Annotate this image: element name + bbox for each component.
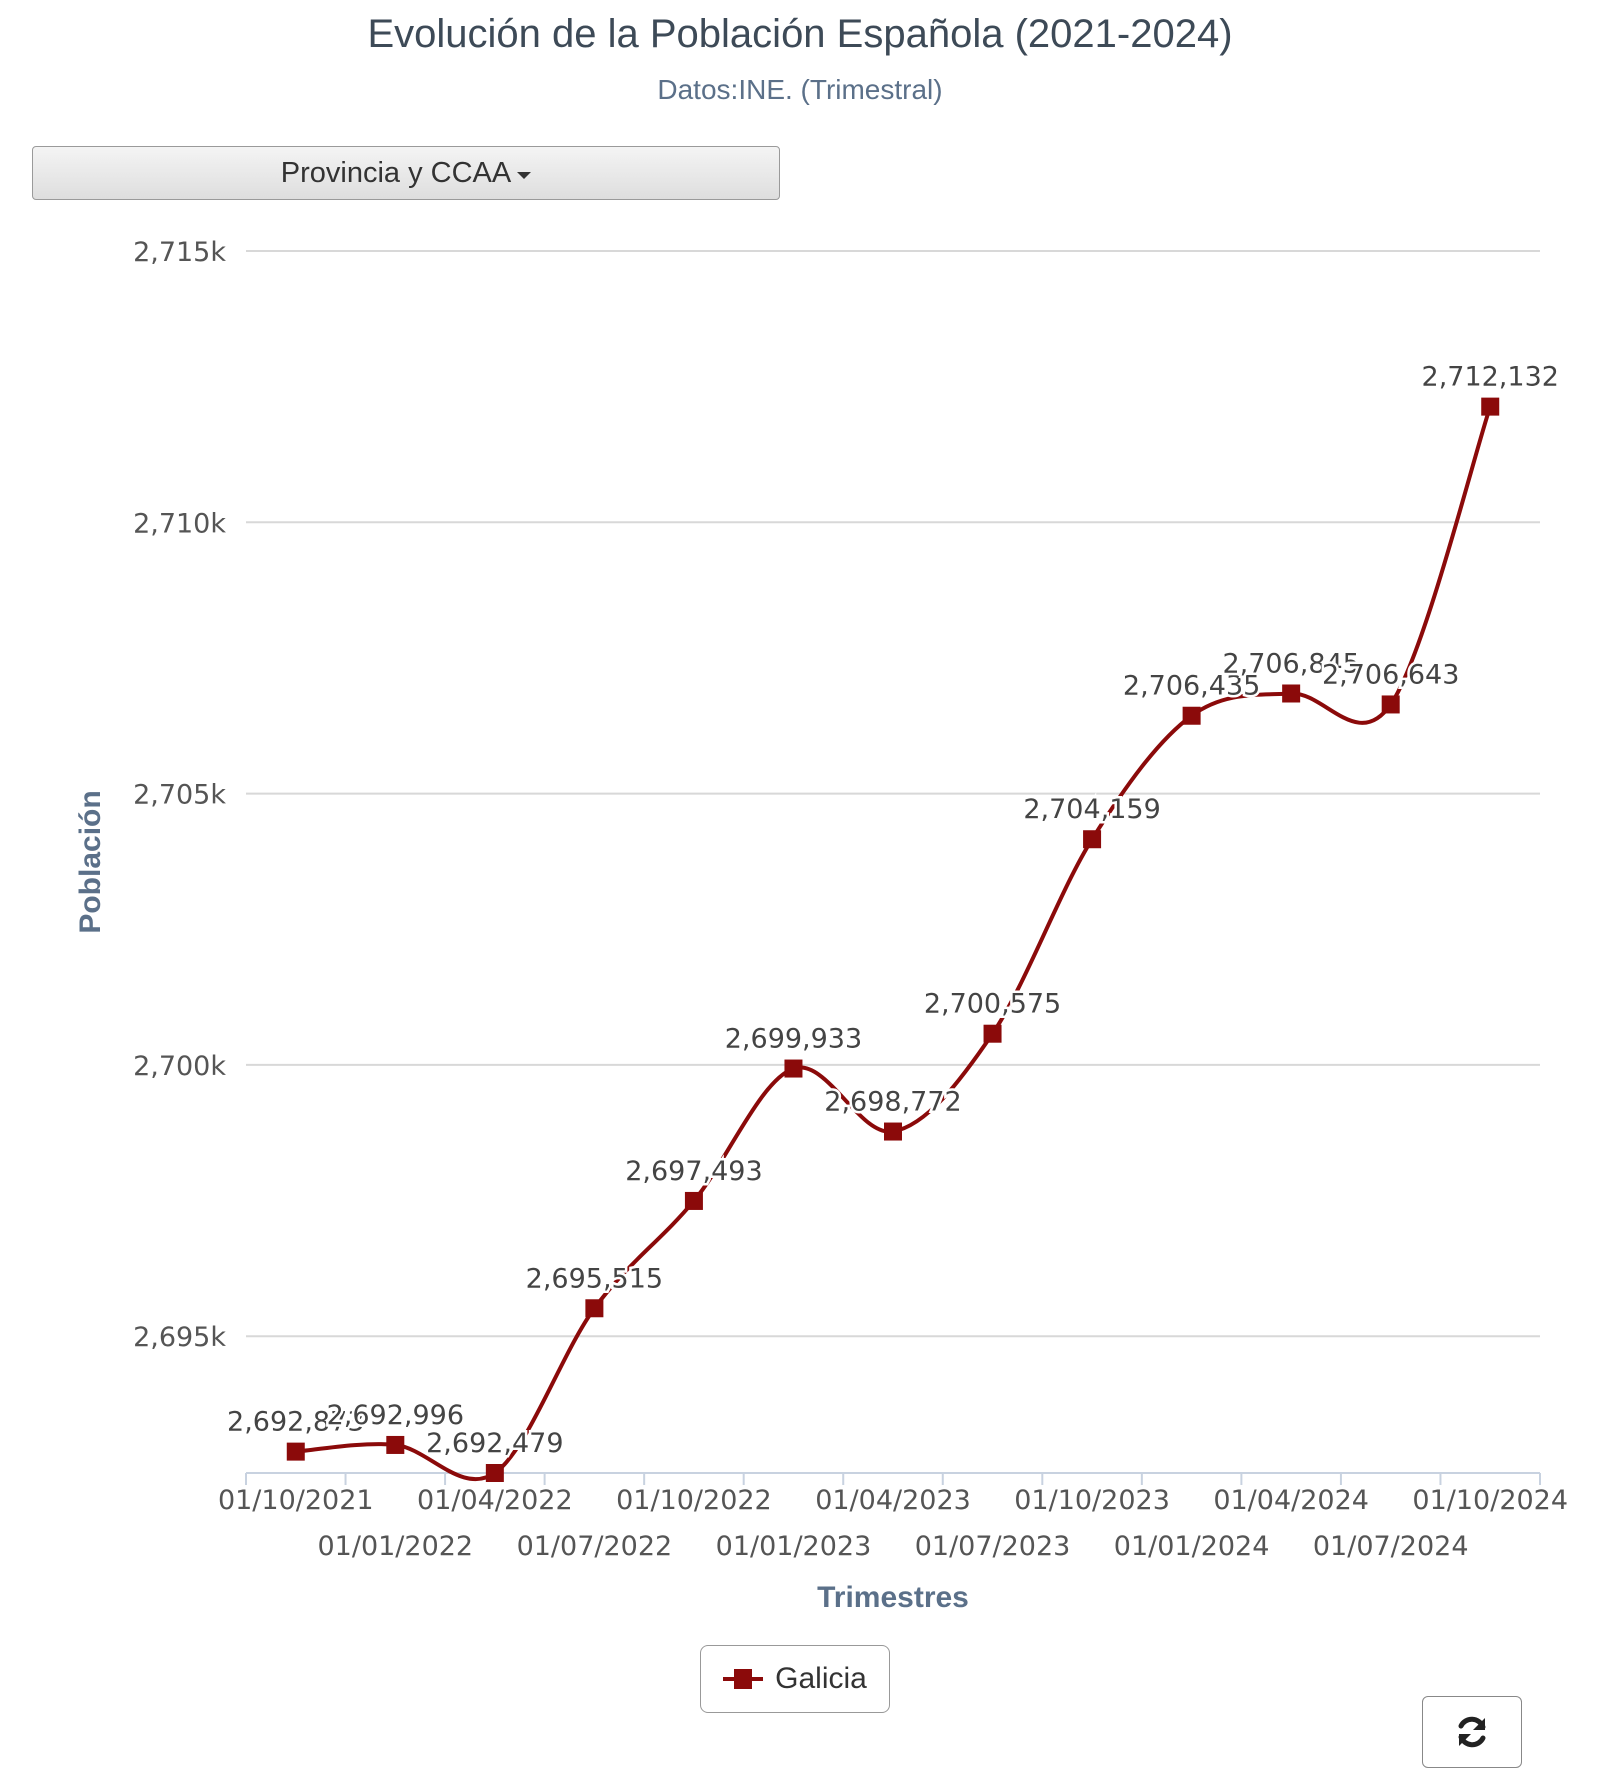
x-tick-label: 01/10/2023 [1014,1485,1170,1516]
chart-title: Evolución de la Población Española (2021… [367,12,1233,56]
legend-marker-icon [723,1669,764,1689]
data-point-marker [585,1299,604,1318]
x-tick-label: 01/07/2023 [915,1531,1071,1562]
data-label: 2,706,643 [1322,659,1459,690]
line-chart: 2,695k 2,700k 2,705k 2,710k 2,715k 01/10/2021… [74,237,1568,1614]
x-tick-label: 01/04/2023 [815,1485,971,1516]
data-label: 2,692,873 [227,1407,364,1438]
data-point-marker [1083,830,1102,849]
data-label: 2,706,845 [1222,648,1359,679]
refresh-icon [1458,1716,1486,1748]
data-point-marker [1182,706,1201,725]
data-point-marker [1381,695,1400,714]
x-tick-label: 01/10/2021 [218,1485,374,1516]
y-tick-label: 2,705k [133,780,226,811]
x-tick-label: 01/01/2023 [716,1531,872,1562]
region-dropdown-button[interactable]: Provincia y CCAA [32,146,780,200]
data-point-marker [983,1024,1002,1043]
data-point-marker [1282,684,1301,703]
x-tick-label: 01/04/2022 [417,1485,573,1516]
data-label: 2,712,132 [1422,362,1559,393]
data-label: 2,698,772 [824,1087,961,1118]
x-tick-label: 01/01/2022 [317,1531,473,1562]
data-label: 2,706,435 [1123,671,1260,702]
data-label: 2,700,575 [924,989,1061,1020]
y-tick-label: 2,715k [133,237,226,268]
x-tick-label: 01/04/2024 [1213,1485,1369,1516]
x-tick-label: 01/10/2024 [1412,1485,1568,1516]
refresh-button[interactable] [1422,1696,1522,1768]
x-tick-label: 01/07/2022 [517,1531,673,1562]
data-point-marker [485,1464,504,1482]
y-tick-label: 2,710k [133,508,226,539]
data-point-marker [286,1442,305,1461]
x-axis-title: Trimestres [817,1581,969,1614]
legend-label: Galicia [775,1662,867,1695]
legend-item-galicia[interactable]: Galicia [700,1645,890,1713]
data-label: 2,704,159 [1023,794,1160,825]
data-label: 2,692,996 [327,1400,464,1431]
data-point-marker [684,1191,703,1210]
x-tick-label: 01/10/2022 [616,1485,772,1516]
data-point-marker [884,1122,902,1141]
data-label: 2,695,515 [526,1263,663,1294]
data-label: 2,692,479 [426,1428,563,1459]
y-axis-title: Población [74,790,107,933]
y-tick-label: 2,700k [133,1051,226,1082]
chart-subtitle: Datos:INE. (Trimestral) [657,74,943,105]
data-label: 2,697,493 [625,1156,762,1187]
data-point-marker [1481,397,1500,416]
y-tick-label: 2,695k [133,1322,226,1353]
caret-down-icon [517,171,532,179]
series-line-galicia [295,405,1493,1482]
x-tick-label: 01/01/2024 [1114,1531,1270,1562]
data-point-marker [784,1059,803,1078]
data-point-marker [386,1435,405,1454]
dropdown-label: Provincia y CCAA [280,156,512,189]
x-tick-label: 01/07/2024 [1313,1531,1469,1562]
data-label: 2,699,933 [725,1024,862,1055]
